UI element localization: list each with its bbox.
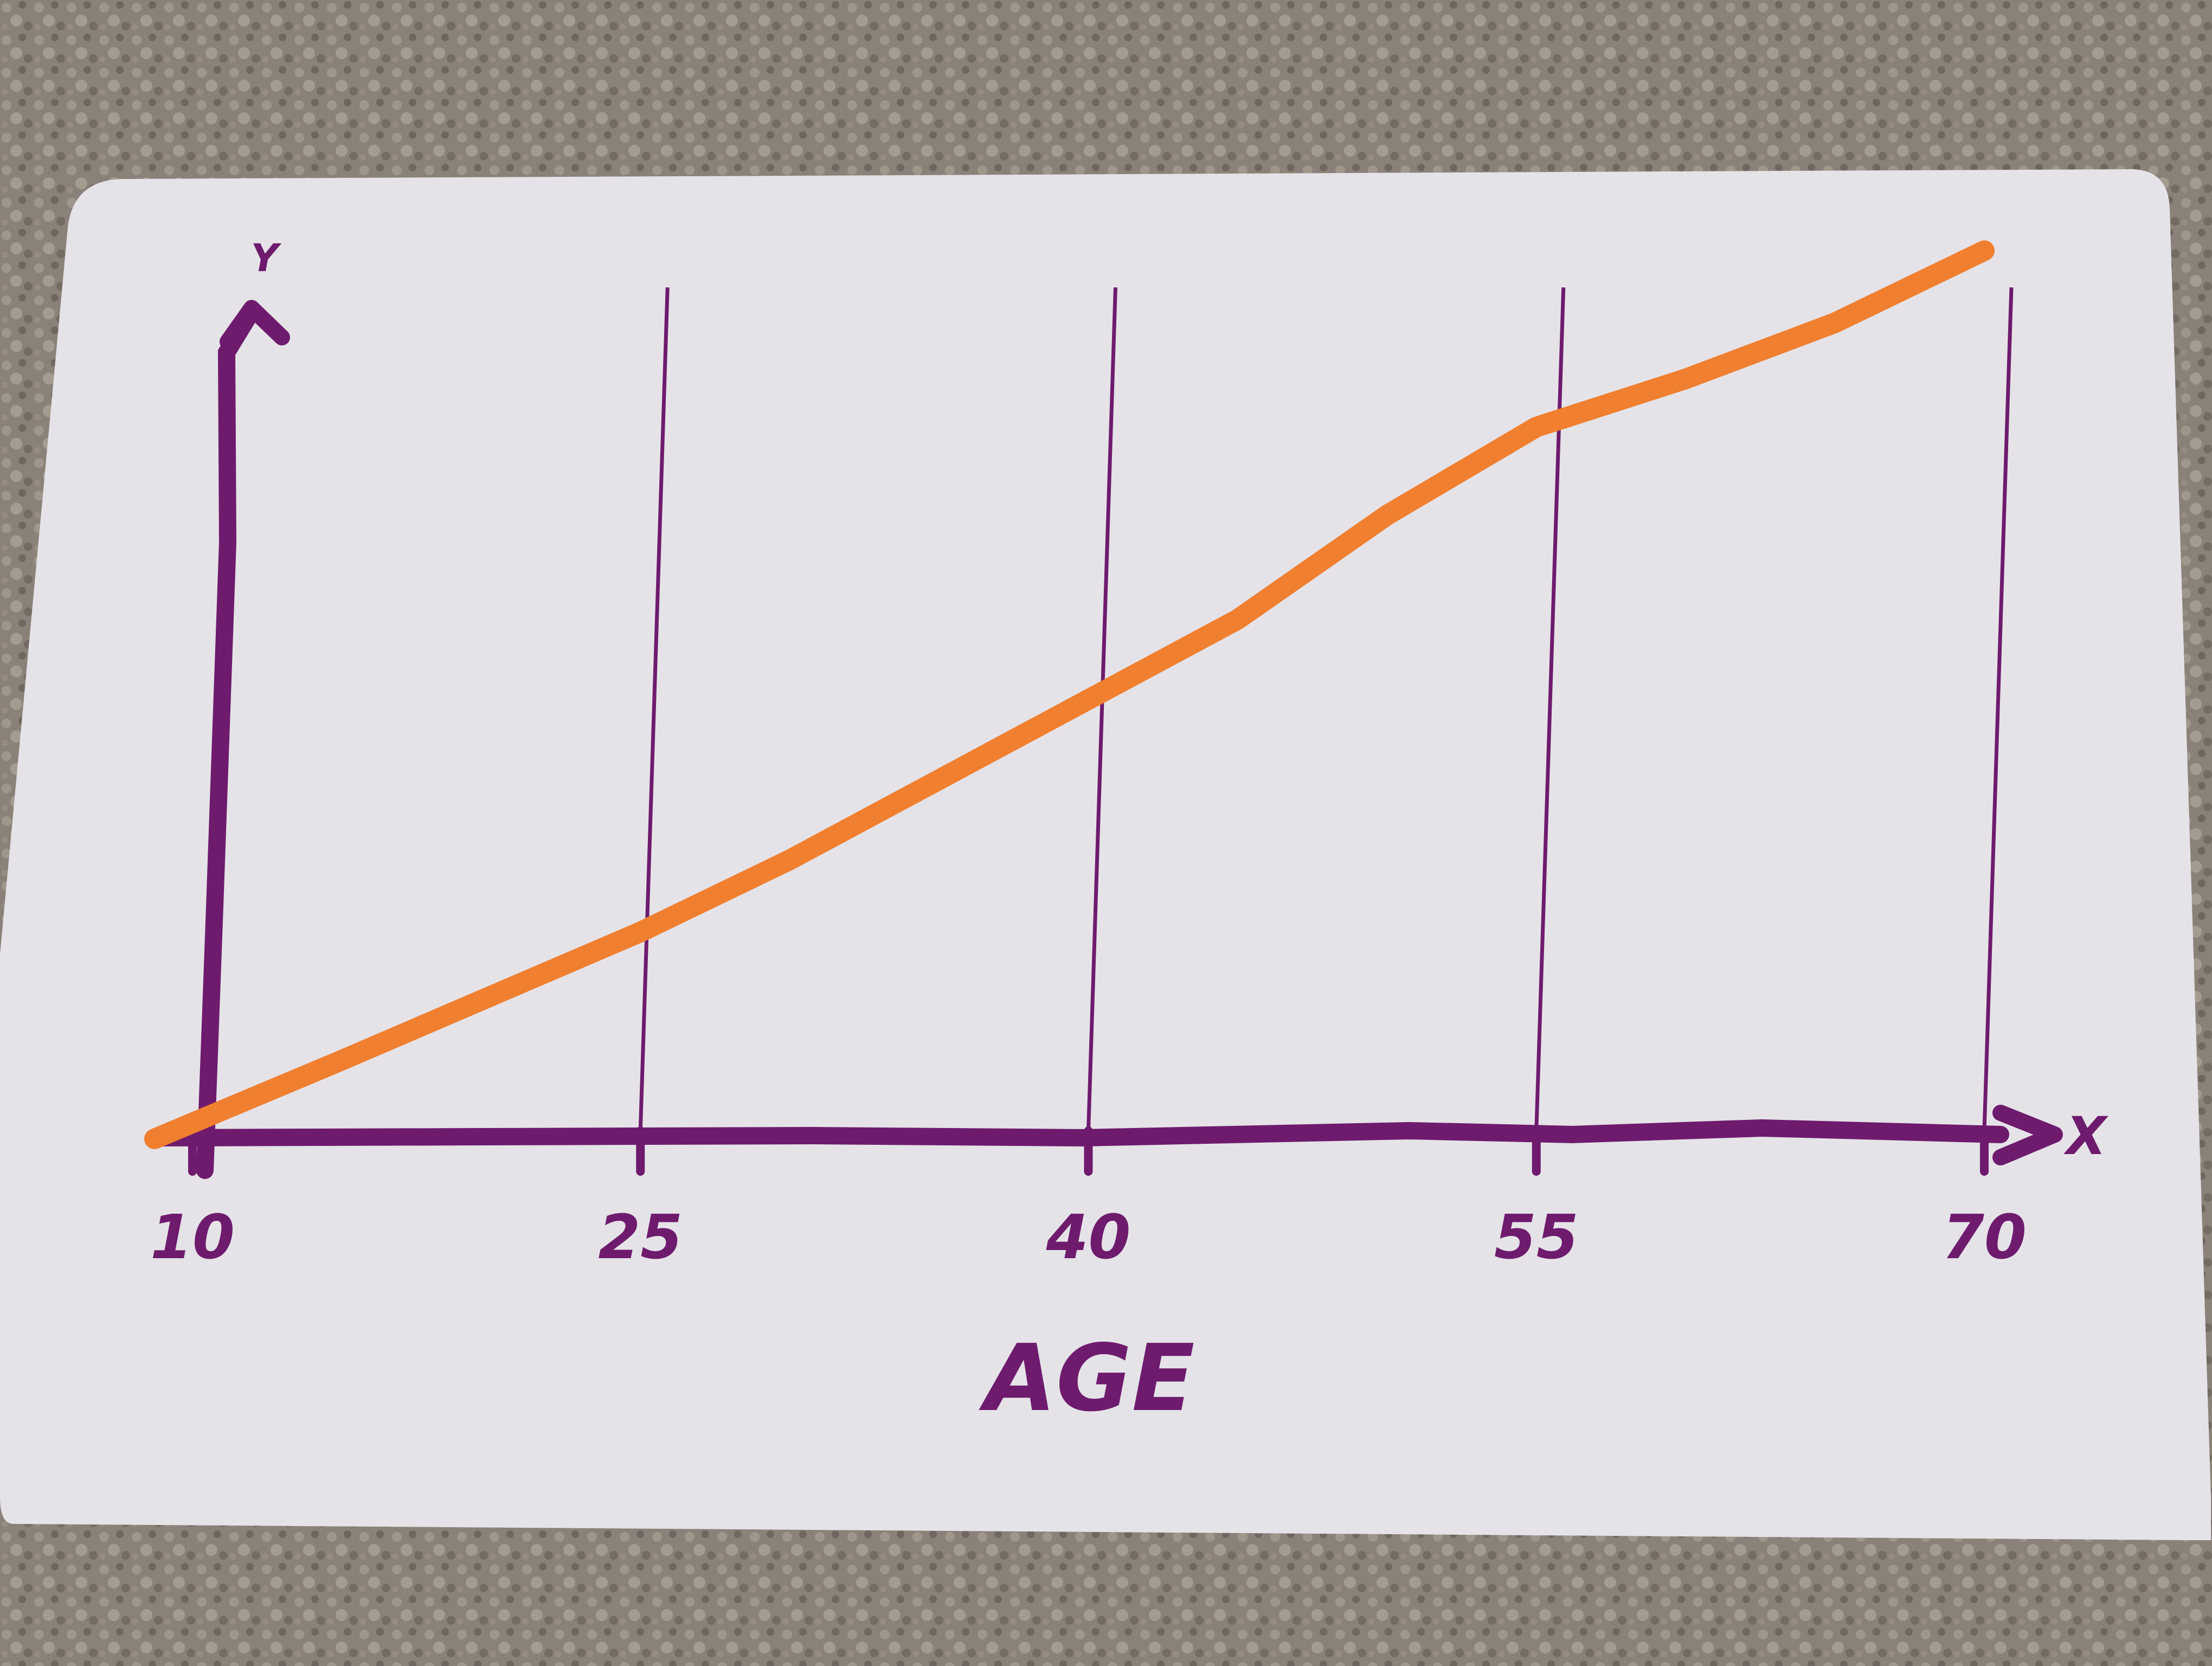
x-tick-marks bbox=[188, 1126, 1989, 1176]
y-axis-arrowhead bbox=[220, 300, 290, 350]
y-axis-letter: Y bbox=[251, 236, 282, 280]
series-line bbox=[144, 240, 1995, 1149]
tick-label-70: 70 bbox=[1942, 1202, 2027, 1273]
gridline-70 bbox=[1982, 287, 2014, 1131]
x-tick-labels: 10 25 40 55 70 bbox=[150, 1202, 2027, 1273]
x-axis-label: AGE bbox=[978, 1325, 1194, 1432]
gridline-40 bbox=[1086, 287, 1117, 1131]
x-axis bbox=[149, 1119, 2009, 1147]
x-axis-letter: X bbox=[2063, 1106, 2108, 1167]
x-axis-arrowhead bbox=[1992, 1105, 2063, 1165]
tick-label-55: 55 bbox=[1494, 1202, 1579, 1273]
tick-label-10: 10 bbox=[150, 1202, 235, 1273]
tick-label-25: 25 bbox=[598, 1202, 683, 1273]
gridline-25 bbox=[638, 287, 670, 1131]
white-card bbox=[0, 169, 2211, 1540]
tick-label-40: 40 bbox=[1046, 1202, 1131, 1273]
